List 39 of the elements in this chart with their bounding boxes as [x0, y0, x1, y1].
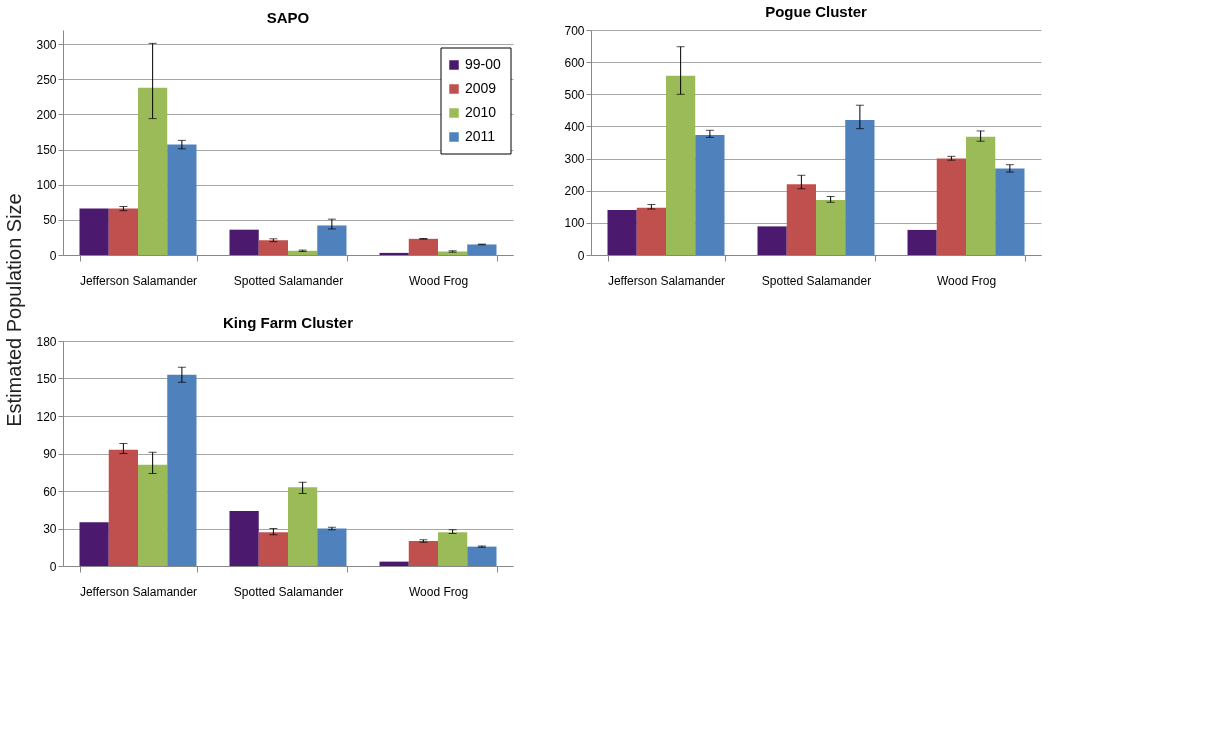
y-tick-label: 150: [36, 372, 57, 386]
chart-title: Pogue Cluster: [765, 3, 867, 20]
chart-title: SAPO: [266, 9, 310, 26]
x-tick-label: Jefferson Salamander: [607, 273, 726, 288]
legend-label: 2011: [465, 128, 496, 144]
x-tick-label: Wood Frog: [408, 584, 469, 599]
y-tick-label: 300: [564, 152, 585, 167]
y-tick-label: 150: [36, 143, 57, 158]
x-tick-label: Spotted Salamander: [761, 273, 872, 288]
y-tick-label: 0: [49, 248, 57, 263]
y-tick-label: 700: [564, 23, 585, 38]
y-tick-label: 400: [564, 119, 585, 134]
y-tick-label: 250: [36, 72, 57, 87]
y-tick-label: 120: [36, 409, 57, 424]
y-tick-label: 300: [36, 37, 57, 52]
y-tick-label: 200: [564, 184, 585, 199]
y-tick-label: 600: [564, 55, 585, 70]
legend-label: 2009: [465, 80, 497, 96]
y-tick-label: 0: [49, 559, 57, 574]
x-tick-label: Spotted Salamander: [233, 273, 344, 288]
x-tick-label: Jefferson Salamander: [79, 273, 198, 288]
y-tick-label: 500: [564, 87, 585, 102]
y-axis-title: Estimated Population Size: [3, 193, 25, 427]
x-tick-label: Wood Frog: [936, 273, 997, 288]
chart-title: King Farm Cluster: [222, 314, 354, 331]
x-tick-label: Wood Frog: [408, 273, 469, 288]
y-tick-label: 0: [577, 248, 585, 263]
x-tick-label: Jefferson Salamander: [79, 584, 198, 599]
legend-label: 2010: [465, 104, 497, 120]
legend-label: 99-00: [465, 56, 502, 72]
y-tick-label: 180: [36, 334, 57, 349]
y-tick-label: 50: [43, 213, 57, 228]
y-tick-label: 200: [36, 107, 57, 122]
y-tick-label: 60: [43, 484, 57, 499]
y-tick-label: 100: [36, 178, 57, 193]
y-tick-label: 100: [564, 216, 585, 231]
y-tick-label: 90: [43, 447, 57, 461]
y-tick-label: 30: [43, 522, 57, 536]
x-tick-label: Spotted Salamander: [233, 584, 344, 599]
